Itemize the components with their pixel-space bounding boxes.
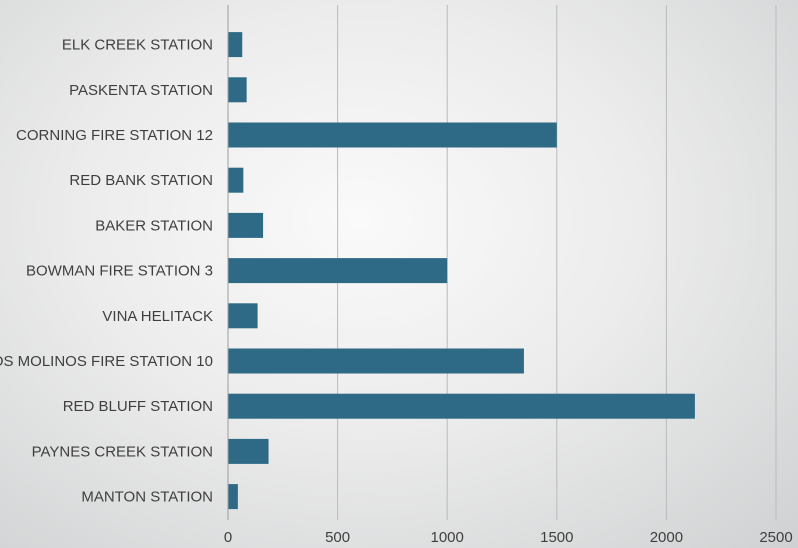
x-tick-labels: 0 500 1000 1500 2000 2500 xyxy=(224,529,793,546)
x-tick-label: 2000 xyxy=(650,529,683,546)
x-tick-label: 0 xyxy=(224,529,232,546)
bar-bowman-fire-station-3 xyxy=(228,258,448,284)
category-label-corning-fire-station-12: CORNING FIRE STATION 12 xyxy=(16,127,213,144)
category-label-elk-creek-station: ELK CREEK STATION xyxy=(62,37,213,54)
x-tick-label: 500 xyxy=(325,529,350,546)
bar-corning-fire-station-12 xyxy=(228,122,557,148)
category-label-paynes-creek-station: PAYNES CREEK STATION xyxy=(32,443,213,460)
x-tick-label: 2500 xyxy=(759,529,792,546)
category-label-red-bluff-station: RED BLUFF STATION xyxy=(63,398,213,415)
bar-los-molinos-fire-station-10 xyxy=(228,348,524,374)
bar-elk-creek-station xyxy=(228,32,243,58)
bar-manton-station xyxy=(228,484,238,510)
category-label-los-molinos-fire-station-10: LOS MOLINOS FIRE STATION 10 xyxy=(0,353,213,370)
gridlines xyxy=(337,5,777,520)
category-label-paskenta-station: PASKENTA STATION xyxy=(69,82,213,99)
bar-vina-helitack xyxy=(228,303,258,329)
category-label-red-bank-station: RED BANK STATION xyxy=(69,172,213,189)
category-label-manton-station: MANTON STATION xyxy=(81,489,213,506)
bar-paskenta-station xyxy=(228,77,247,103)
category-label-vina-helitack: VINA HELITACK xyxy=(102,308,213,325)
bar-paynes-creek-station xyxy=(228,438,269,464)
category-label-bowman-fire-station-3: BOWMAN FIRE STATION 3 xyxy=(26,263,213,280)
x-tick-label: 1000 xyxy=(431,529,464,546)
bar-baker-station xyxy=(228,212,264,238)
category-label-baker-station: BAKER STATION xyxy=(95,217,213,234)
bar-red-bank-station xyxy=(228,167,244,193)
bar-red-bluff-station xyxy=(228,393,695,419)
category-labels: ELK CREEK STATION PASKENTA STATION CORNING… xyxy=(0,37,213,506)
bars xyxy=(228,32,695,510)
x-tick-label: 1500 xyxy=(540,529,573,546)
